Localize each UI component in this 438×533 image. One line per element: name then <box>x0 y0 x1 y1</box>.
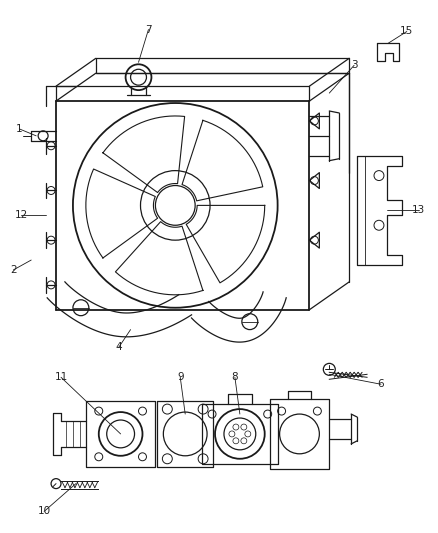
Text: 11: 11 <box>54 372 67 382</box>
Text: 10: 10 <box>38 506 51 516</box>
Text: 1: 1 <box>16 124 23 134</box>
Text: 2: 2 <box>10 265 17 275</box>
Text: 6: 6 <box>378 379 384 389</box>
Text: 3: 3 <box>351 60 357 70</box>
Text: 7: 7 <box>145 25 152 35</box>
Text: 8: 8 <box>232 372 238 382</box>
Text: 12: 12 <box>14 211 28 220</box>
Text: 4: 4 <box>115 343 122 352</box>
Text: 15: 15 <box>400 27 413 36</box>
Text: 13: 13 <box>412 205 425 215</box>
Text: 9: 9 <box>177 372 184 382</box>
